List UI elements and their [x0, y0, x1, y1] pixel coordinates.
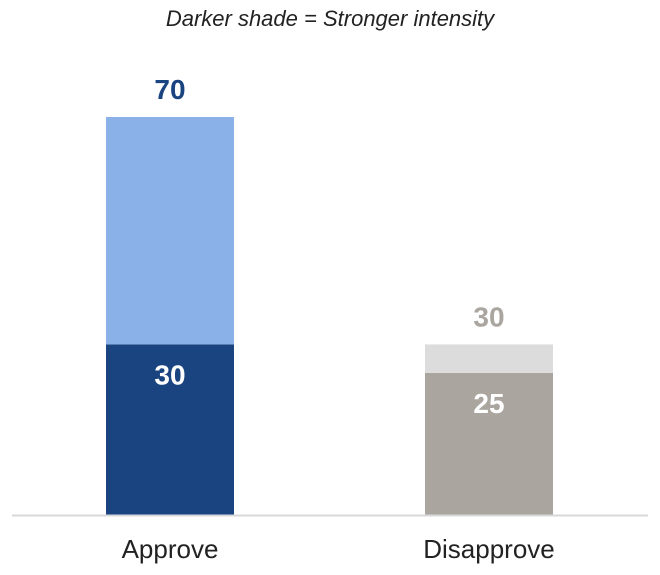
- total-value-label-disapprove: 30: [473, 301, 504, 332]
- chart-subtitle: Darker shade = Stronger intensity: [165, 6, 495, 31]
- total-value-label-approve: 70: [154, 74, 185, 105]
- bar-segment-disapprove-other: [425, 344, 553, 373]
- bar-segment-approve-other: [106, 117, 234, 345]
- bar-segment-approve-strong: [106, 344, 234, 515]
- category-label-approve: Approve: [122, 534, 219, 564]
- inner-value-label-approve: 30: [154, 359, 185, 390]
- inner-value-label-disapprove: 25: [473, 388, 504, 419]
- bar-segment-disapprove-strong: [425, 372, 553, 515]
- category-label-disapprove: Disapprove: [423, 534, 555, 564]
